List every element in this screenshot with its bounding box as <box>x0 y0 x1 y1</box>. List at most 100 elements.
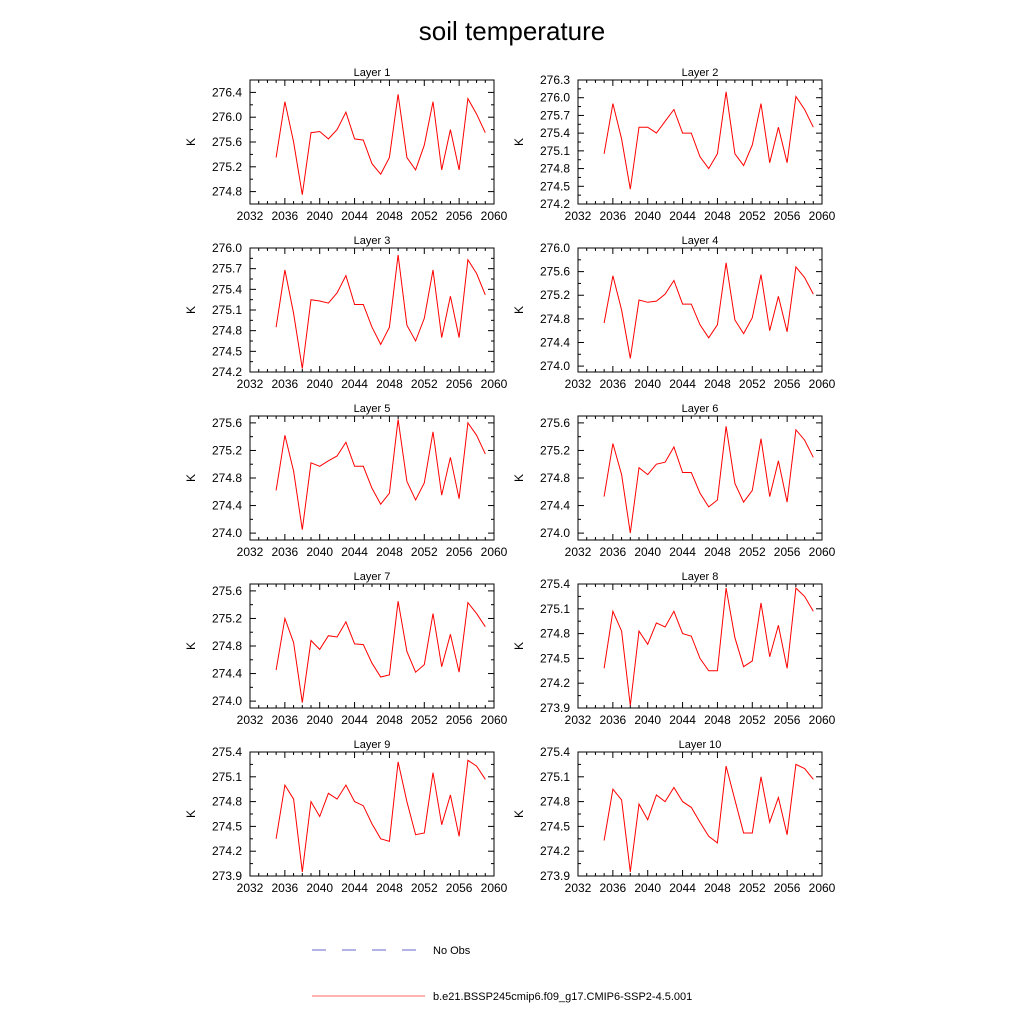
panel-layer-4: Layer 4 2032 2036 2040 2044 2048 2052 2056 2060 2… <box>512 235 836 391</box>
panel-layer-2: Layer 2 2032 2036 2040 2044 2048 2052 2056 2060 2… <box>512 67 836 223</box>
panel-title: Layer 5 <box>354 403 391 415</box>
x-tick-label: 2036 <box>272 881 299 895</box>
y-tick-label: 274.8 <box>212 795 242 809</box>
plot-frame <box>249 751 495 877</box>
plot-frame <box>577 751 823 877</box>
series-line <box>275 419 486 530</box>
x-tick-label: 2036 <box>600 713 627 727</box>
y-tick-label: 275.4 <box>540 577 570 591</box>
series-line <box>275 759 486 872</box>
y-tick-label: 274.8 <box>540 627 570 641</box>
y-tick-label: 274.8 <box>212 324 242 338</box>
y-tick-label: 274.2 <box>540 676 570 690</box>
x-tick-label: 2048 <box>376 377 403 391</box>
series-line <box>603 587 814 706</box>
x-tick-label: 2056 <box>774 377 801 391</box>
x-tick-label: 2036 <box>272 713 299 727</box>
y-tick-label: 275.2 <box>212 160 242 174</box>
x-tick-label: 2032 <box>237 545 264 559</box>
y-tick-label: 276.0 <box>212 110 242 124</box>
y-tick-label: 274.2 <box>212 365 242 379</box>
x-tick-label: 2040 <box>306 713 333 727</box>
panel-layer-5: Layer 5 2032 2036 2040 2044 2048 2052 2056 2060 2… <box>184 403 508 559</box>
y-tick-label: 275.1 <box>540 770 570 784</box>
x-tick-label: 2032 <box>237 377 264 391</box>
x-tick-label: 2052 <box>411 881 438 895</box>
x-tick-label: 2036 <box>600 209 627 223</box>
series-line <box>603 763 814 872</box>
x-tick-label: 2056 <box>446 377 473 391</box>
x-tick-label: 2056 <box>774 713 801 727</box>
x-tick-label: 2040 <box>634 377 661 391</box>
x-tick-label: 2052 <box>739 377 766 391</box>
x-tick-label: 2044 <box>341 881 368 895</box>
x-tick-label: 2040 <box>634 209 661 223</box>
y-tick-label: 273.9 <box>540 701 570 715</box>
plot-frame <box>577 583 823 709</box>
x-tick-label: 2032 <box>237 209 264 223</box>
y-tick-label: 275.6 <box>540 416 570 430</box>
y-tick-label: 274.2 <box>540 197 570 211</box>
x-tick-label: 2060 <box>809 377 836 391</box>
y-tick-label: 275.2 <box>212 443 242 457</box>
x-tick-label: 2044 <box>669 377 696 391</box>
legend-label: b.e21.BSSP245cmip6.f09_g17.CMIP6-SSP2-4.… <box>433 991 692 1003</box>
panels: Layer 1 2032 2036 2040 2044 2048 2052 2056 2060 2… <box>184 67 836 895</box>
x-tick-label: 2036 <box>600 881 627 895</box>
x-tick-label: 2052 <box>739 209 766 223</box>
y-axis-label: K <box>184 810 198 818</box>
y-tick-label: 275.7 <box>212 262 242 276</box>
x-tick-label: 2060 <box>481 209 508 223</box>
y-axis-label: K <box>184 306 198 314</box>
y-tick-label: 274.0 <box>540 526 570 540</box>
y-tick-label: 274.8 <box>212 185 242 199</box>
y-tick-label: 274.2 <box>212 844 242 858</box>
x-tick-label: 2052 <box>739 713 766 727</box>
x-tick-label: 2048 <box>376 545 403 559</box>
x-tick-label: 2040 <box>634 713 661 727</box>
x-tick-label: 2044 <box>341 209 368 223</box>
panel-title: Layer 10 <box>679 739 722 751</box>
x-tick-label: 2040 <box>634 881 661 895</box>
x-tick-label: 2044 <box>669 545 696 559</box>
y-tick-label: 275.2 <box>540 288 570 302</box>
series-line <box>603 426 814 534</box>
y-tick-label: 274.0 <box>212 694 242 708</box>
x-tick-label: 2040 <box>306 881 333 895</box>
plot-frame <box>577 79 823 205</box>
x-tick-label: 2060 <box>481 377 508 391</box>
x-tick-label: 2052 <box>411 377 438 391</box>
y-tick-label: 275.4 <box>212 745 242 759</box>
plot-frame <box>577 415 823 541</box>
panel-layer-10: Layer 10 2032 2036 2040 2044 2048 2052 2056 2060… <box>512 739 836 895</box>
y-tick-label: 274.5 <box>540 651 570 665</box>
panel-title: Layer 7 <box>354 571 391 583</box>
y-tick-label: 275.4 <box>212 282 242 296</box>
x-tick-label: 2060 <box>481 545 508 559</box>
x-tick-label: 2060 <box>481 881 508 895</box>
y-tick-label: 275.1 <box>540 144 570 158</box>
x-tick-label: 2044 <box>669 713 696 727</box>
y-tick-label: 275.1 <box>540 602 570 616</box>
y-axis-label: K <box>512 642 526 650</box>
y-tick-label: 275.6 <box>212 135 242 149</box>
x-tick-label: 2060 <box>809 713 836 727</box>
x-tick-label: 2036 <box>272 209 299 223</box>
x-tick-label: 2048 <box>376 881 403 895</box>
x-tick-label: 2032 <box>565 209 592 223</box>
y-tick-label: 276.0 <box>540 241 570 255</box>
x-tick-label: 2056 <box>446 881 473 895</box>
y-tick-label: 274.8 <box>212 471 242 485</box>
x-tick-label: 2048 <box>704 377 731 391</box>
x-tick-label: 2048 <box>376 209 403 223</box>
x-tick-label: 2052 <box>739 545 766 559</box>
panel-title: Layer 9 <box>354 739 391 751</box>
plot-frame <box>577 247 823 373</box>
panel-layer-9: Layer 9 2032 2036 2040 2044 2048 2052 2056 2060 2… <box>184 739 508 895</box>
x-tick-label: 2044 <box>341 713 368 727</box>
panel-title: Layer 2 <box>682 67 719 79</box>
legend: No Obs b.e21.BSSP245cmip6.f09_g17.CMIP6-S… <box>312 945 692 1003</box>
y-tick-label: 274.8 <box>540 312 570 326</box>
y-tick-label: 274.5 <box>212 344 242 358</box>
